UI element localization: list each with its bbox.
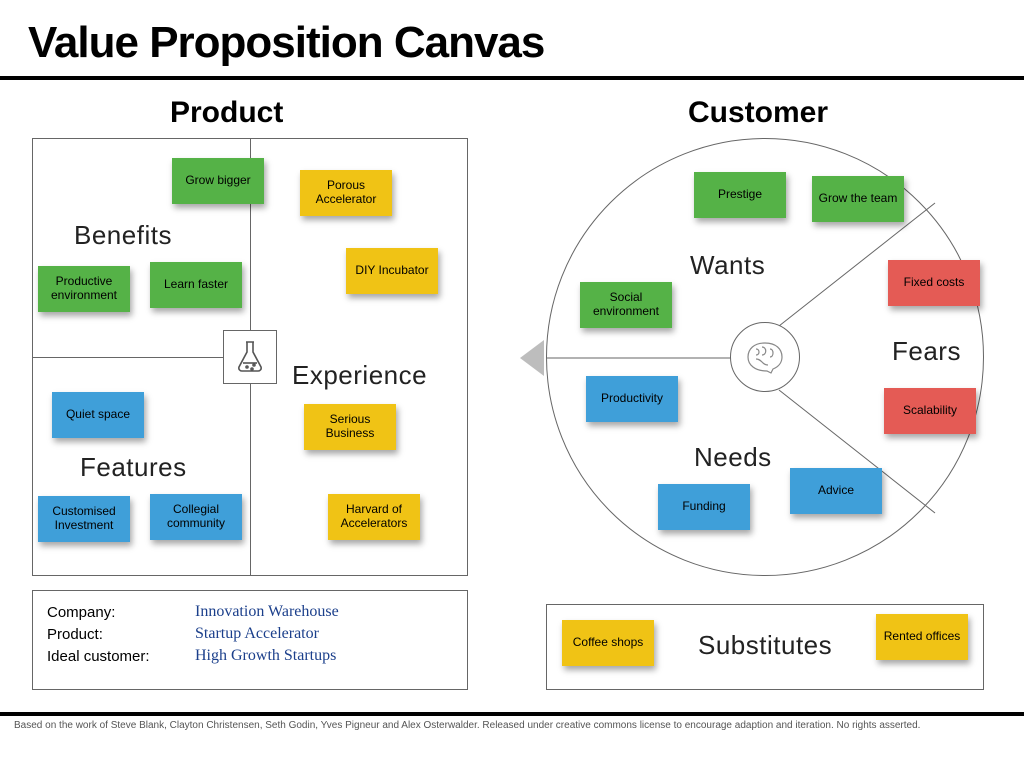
meta-company-value: Innovation Warehouse	[195, 603, 339, 621]
flask-icon	[223, 330, 277, 384]
sticky-note: Grow the team	[812, 176, 904, 222]
sticky-note: Serious Business	[304, 404, 396, 450]
sticky-note: Learn faster	[150, 262, 242, 308]
product-column-header: Product	[170, 96, 283, 130]
link-arrow-icon	[520, 340, 544, 376]
title-rule	[0, 76, 1024, 80]
meta-ideal-label: Ideal customer:	[47, 648, 177, 665]
section-label-wants: Wants	[690, 250, 765, 281]
sticky-note: Customised Investment	[38, 496, 130, 542]
sticky-note: Productive environment	[38, 266, 130, 312]
sticky-note: Funding	[658, 484, 750, 530]
meta-company-label: Company:	[47, 604, 177, 621]
meta-ideal-value: High Growth Startups	[195, 647, 336, 665]
sticky-note: Porous Accelerator	[300, 170, 392, 216]
sticky-note: Prestige	[694, 172, 786, 218]
section-label-experience: Experience	[292, 360, 427, 391]
sticky-note: Productivity	[586, 376, 678, 422]
meta-product-value: Startup Accelerator	[195, 625, 319, 643]
section-label-needs: Needs	[694, 442, 772, 473]
section-label-benefits: Benefits	[74, 220, 172, 251]
sticky-note: Grow bigger	[172, 158, 264, 204]
sticky-note: DIY Incubator	[346, 248, 438, 294]
substitutes-box	[546, 604, 984, 690]
footer-rule	[0, 712, 1024, 716]
sticky-note: Collegial community	[150, 494, 242, 540]
sticky-note: Harvard of Accelerators	[328, 494, 420, 540]
sticky-note: Fixed costs	[888, 260, 980, 306]
section-label-fears: Fears	[892, 336, 961, 367]
section-label-features: Features	[80, 452, 187, 483]
sticky-note: Quiet space	[52, 392, 144, 438]
footer-credit: Based on the work of Steve Blank, Clayto…	[14, 720, 920, 731]
meta-product-label: Product:	[47, 626, 177, 643]
customer-column-header: Customer	[688, 96, 828, 130]
meta-box: Company: Innovation Warehouse Product: S…	[32, 590, 468, 690]
sticky-note: Social environment	[580, 282, 672, 328]
sticky-note: Advice	[790, 468, 882, 514]
product-divider-horizontal	[33, 357, 250, 358]
sticky-note: Scalability	[884, 388, 976, 434]
brain-icon	[730, 322, 800, 392]
page-title: Value Proposition Canvas	[0, 0, 1024, 76]
